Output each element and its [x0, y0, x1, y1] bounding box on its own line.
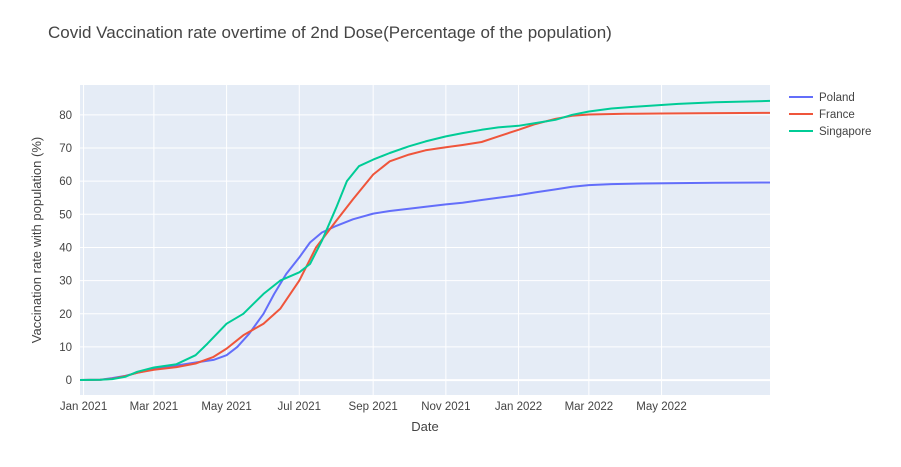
- plot-background: [80, 85, 770, 395]
- x-tick-label: Jan 2021: [60, 401, 107, 413]
- x-gridlines: [83, 85, 663, 395]
- y-tick-label: 20: [59, 309, 72, 321]
- y-tick-label: 60: [59, 176, 72, 188]
- series-line-poland: [80, 181, 770, 382]
- legend-item-label: France: [819, 109, 855, 121]
- y-tick-label: 40: [59, 242, 72, 254]
- y-tick-label: 70: [59, 143, 72, 155]
- x-tick-labels: Jan 2021 Mar 2021 May 2021 Jul 2021 Sep 2021…: [60, 401, 687, 413]
- x-tick-label: Jul 2021: [278, 401, 321, 413]
- chart-title: Covid Vaccination rate overtime of 2nd D…: [48, 23, 612, 42]
- series-line-singapore: [80, 99, 770, 382]
- legend-item-label: Singapore: [819, 126, 871, 138]
- y-gridlines: [80, 114, 770, 382]
- y-tick-label: 80: [59, 110, 72, 122]
- x-tick-label: Sep 2021: [349, 401, 398, 413]
- x-tick-label: Jan 2022: [495, 401, 542, 413]
- x-tick-label: May 2021: [201, 401, 252, 413]
- series-lines: [80, 99, 770, 382]
- x-tick-label: May 2022: [636, 401, 687, 413]
- y-tick-label: 0: [66, 375, 72, 387]
- x-tick-label: Mar 2022: [565, 401, 614, 413]
- y-tick-label: 30: [59, 276, 72, 288]
- x-axis-title: Date: [411, 419, 438, 434]
- legend: Poland France Singapore: [789, 92, 871, 138]
- y-axis-title: Vaccination rate with population (%): [29, 137, 44, 343]
- y-tick-labels: 0 10 20 30 40 50 60 70 80: [59, 110, 72, 387]
- y-tick-label: 10: [59, 342, 72, 354]
- x-tick-label: Mar 2021: [130, 401, 179, 413]
- x-tick-label: Nov 2021: [421, 401, 470, 413]
- legend-item-label: Poland: [819, 92, 855, 104]
- y-tick-label: 50: [59, 209, 72, 221]
